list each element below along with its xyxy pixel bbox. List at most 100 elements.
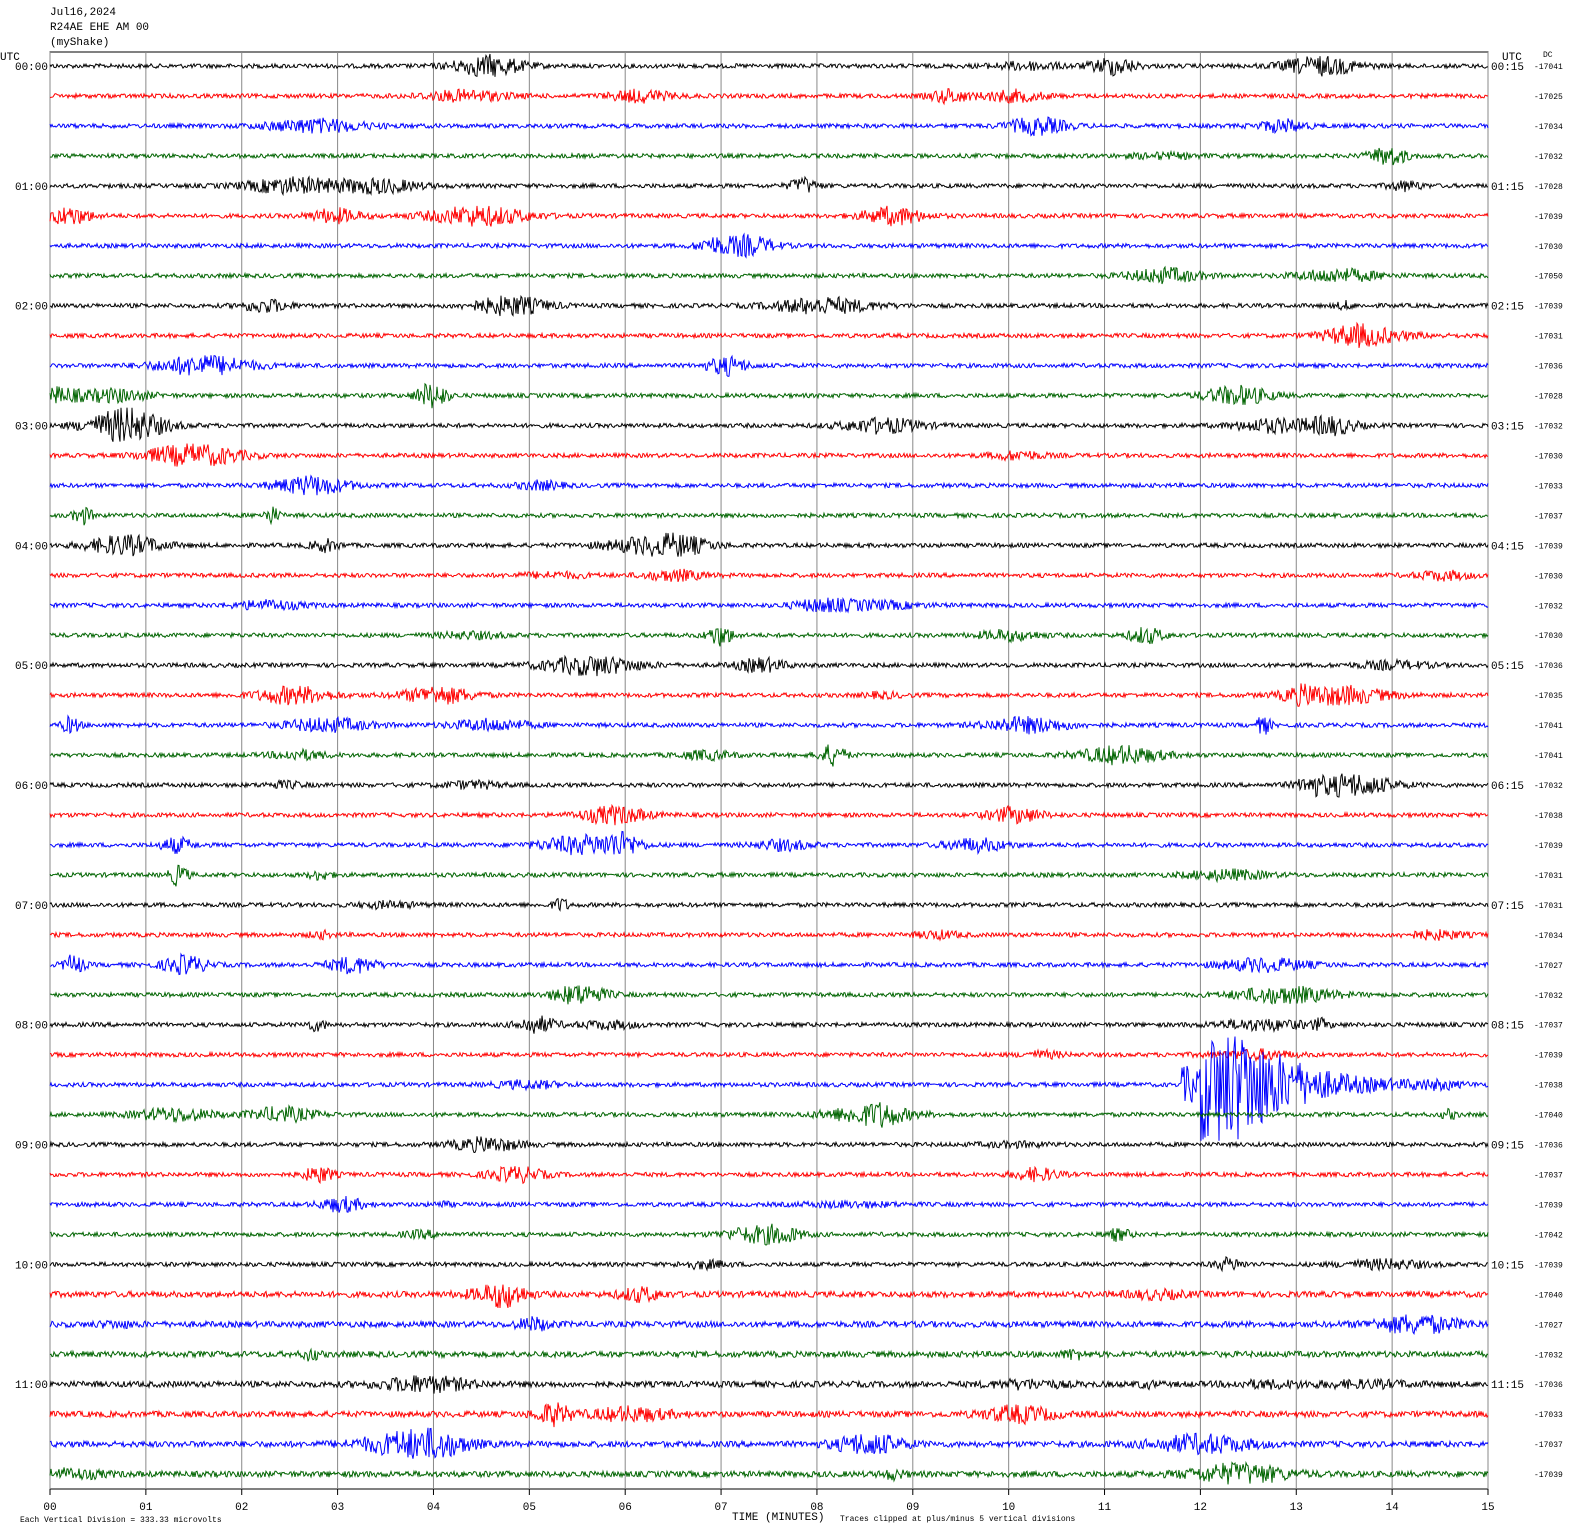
dc-value: -17041 — [1534, 63, 1563, 72]
plot-frame — [49, 51, 1489, 1490]
x-tick-label: 05 — [523, 1502, 536, 1514]
x-tick-label: 13 — [1290, 1502, 1303, 1514]
dc-value: -17036 — [1534, 1142, 1563, 1151]
seismic-trace — [49, 205, 1489, 227]
date: Jul16,2024 — [50, 7, 116, 19]
seismic-trace — [49, 1427, 1489, 1459]
x-tick-label: 09 — [906, 1502, 919, 1514]
dc-value: -17028 — [1534, 393, 1563, 402]
dc-value: -17050 — [1534, 273, 1563, 282]
seismic-trace — [49, 116, 1489, 137]
left-time-label: 07:00 — [15, 901, 48, 913]
dc-value: -17040 — [1534, 1112, 1563, 1121]
dc-value: -17038 — [1534, 1082, 1563, 1091]
dc-value: -17039 — [1534, 542, 1563, 551]
seismic-trace — [49, 1375, 1489, 1394]
x-tick-label: 02 — [235, 1502, 248, 1514]
dc-value: -17037 — [1534, 512, 1563, 521]
left-axis-title: UTC — [0, 52, 20, 64]
dc-value: -17027 — [1534, 1321, 1563, 1330]
seismic-trace — [49, 1223, 1489, 1246]
seismic-trace — [49, 532, 1489, 557]
seismic-trace — [49, 295, 1489, 317]
left-time-label: 00:00 — [15, 62, 48, 74]
seismic-trace — [49, 147, 1489, 166]
dc-value: -17035 — [1534, 692, 1563, 701]
seismic-trace — [49, 864, 1489, 887]
dc-value: -17034 — [1534, 123, 1563, 132]
x-tick-label: 11 — [1098, 1502, 1112, 1514]
dc-value: -17039 — [1534, 1201, 1563, 1210]
dc-value: -17037 — [1534, 1172, 1563, 1181]
dc-value: -17032 — [1534, 153, 1563, 162]
seismic-trace — [49, 382, 1489, 409]
x-tick-label: 07 — [714, 1502, 727, 1514]
dc-value: -17041 — [1534, 752, 1563, 761]
seismic-trace — [49, 407, 1489, 442]
seismic-trace — [49, 1255, 1489, 1273]
dc-value: -17037 — [1534, 1441, 1563, 1450]
left-time-label: 03:00 — [15, 422, 48, 434]
dc-value: -17036 — [1534, 662, 1563, 671]
seismic-trace — [49, 830, 1489, 856]
dc-value: -17032 — [1534, 1351, 1563, 1360]
dc-value: -17025 — [1534, 93, 1563, 102]
left-time-label: 11:00 — [15, 1380, 48, 1392]
seismic-trace — [49, 654, 1489, 677]
left-time-label: 04:00 — [15, 541, 48, 553]
x-tick-label: 08 — [810, 1502, 823, 1514]
dc-value: -17039 — [1534, 303, 1563, 312]
dc-value: -17030 — [1534, 632, 1563, 641]
seismic-trace — [49, 232, 1489, 259]
dc-value: -17038 — [1534, 812, 1563, 821]
dc-value: -17033 — [1534, 1411, 1563, 1420]
right-time-label: 10:15 — [1491, 1260, 1524, 1272]
seismic-trace — [49, 1015, 1489, 1034]
left-time-label: 08:00 — [15, 1021, 48, 1033]
dc-value: -17040 — [1534, 1291, 1563, 1300]
x-tick-label: 12 — [1194, 1502, 1207, 1514]
dc-value: -17030 — [1534, 452, 1563, 461]
dc-value: -17039 — [1534, 1261, 1563, 1270]
seismic-trace — [49, 627, 1489, 647]
seismic-trace — [49, 897, 1489, 912]
seismic-trace — [49, 175, 1489, 197]
dc-value: -17027 — [1534, 962, 1563, 971]
seismic-trace — [49, 53, 1488, 77]
left-time-label: 10:00 — [15, 1260, 48, 1272]
seismic-trace — [49, 1136, 1489, 1154]
dc-value: -17032 — [1534, 782, 1563, 791]
dc-value: -17039 — [1534, 1471, 1563, 1480]
seismic-trace — [49, 1314, 1489, 1336]
x-tick-label: 04 — [427, 1502, 441, 1514]
dc-value: -17034 — [1534, 932, 1563, 941]
seismic-trace — [49, 568, 1489, 582]
seismic-trace — [49, 744, 1489, 767]
right-time-label: 09:15 — [1491, 1141, 1524, 1153]
seismic-trace — [49, 88, 1489, 106]
dc-value: -17031 — [1534, 333, 1563, 342]
left-time-label: 05:00 — [15, 661, 48, 673]
seismic-trace — [49, 265, 1489, 285]
seismic-trace — [49, 1165, 1489, 1185]
left-time-label: 06:00 — [15, 781, 48, 793]
dc-value: -17037 — [1534, 1022, 1563, 1031]
dc-value: -17039 — [1534, 213, 1563, 222]
seismic-trace — [49, 714, 1489, 735]
dc-value: -17039 — [1534, 1052, 1563, 1061]
seismic-trace — [49, 1195, 1489, 1213]
seismic-trace — [49, 1402, 1489, 1428]
dc-value: -17039 — [1534, 842, 1563, 851]
seismic-trace — [49, 683, 1489, 707]
network: (myShake) — [50, 37, 109, 49]
seismic-trace — [49, 1284, 1489, 1309]
x-tick-label: 14 — [1386, 1502, 1400, 1514]
right-time-label: 01:15 — [1491, 182, 1524, 194]
dc-value: -17030 — [1534, 572, 1563, 581]
seismic-trace — [49, 952, 1489, 976]
seismic-trace — [49, 1036, 1489, 1141]
right-time-label: 02:15 — [1491, 302, 1524, 314]
seismic-trace — [49, 443, 1489, 467]
right-time-label: 03:15 — [1491, 422, 1524, 434]
right-time-label: 05:15 — [1491, 661, 1524, 673]
